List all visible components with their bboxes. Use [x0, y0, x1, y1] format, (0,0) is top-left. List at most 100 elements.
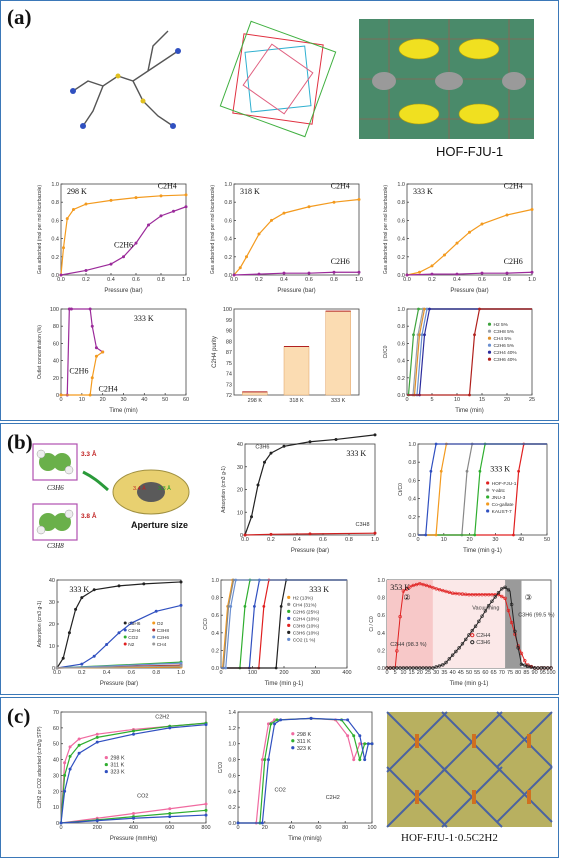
chart-a6: 0 5 10 15 20 25 0.0 0.2 0.4 0.6 0.8 1.0 Time (min) Ct… — [383, 307, 535, 414]
legend-marker — [291, 732, 295, 736]
data-point — [486, 603, 491, 608]
legend-marker — [104, 769, 108, 774]
data-point — [95, 740, 99, 744]
y-tick-label: 75 — [226, 361, 232, 367]
data-point — [512, 533, 515, 537]
data-point — [101, 350, 105, 354]
series-323 K — [60, 724, 207, 824]
data-point — [470, 592, 474, 597]
x-tick-label: 65 — [491, 670, 497, 676]
data-point — [542, 666, 547, 670]
legend-marker — [287, 602, 291, 606]
co2-label: CO2 — [137, 794, 148, 800]
x-tick-label: 40 — [450, 670, 456, 676]
y-tick-label: 0 — [52, 666, 55, 672]
data-point — [523, 658, 527, 663]
data-point — [506, 588, 511, 592]
y-tick-label: 0 — [56, 821, 59, 827]
chart-b5: 0 5 10 15 20 25 30 35 40 45 50 55 60 65 70 75 80 85 90 95 10… — [369, 578, 556, 687]
x-tick-label: 10 — [441, 537, 447, 543]
series-C2H6 — [233, 271, 359, 276]
co2-label: CO2 — [275, 787, 286, 793]
data-point — [168, 815, 172, 819]
y-axis-label: C/C0 — [203, 618, 209, 630]
data-point — [529, 665, 534, 669]
y-tick-label: 0.8 — [228, 758, 236, 764]
x-tick-label: 20 — [262, 825, 268, 831]
x-tick-label: 0 — [59, 825, 62, 831]
y-tick-label: 0.4 — [397, 359, 405, 365]
annotation: 333 K — [134, 314, 154, 323]
y-axis-label: Adsorption (cm3 g-1) — [37, 600, 43, 647]
x-tick-label: 60 — [315, 825, 321, 831]
legend-marker — [123, 621, 127, 625]
y-tick-label: 0.8 — [224, 200, 232, 206]
data-point — [95, 732, 99, 736]
y-tick-label: 40 — [53, 758, 59, 764]
y-tick-label: 1.0 — [224, 182, 232, 188]
data-point — [500, 594, 504, 599]
data-point — [483, 609, 488, 613]
data-point — [443, 253, 446, 257]
data-point — [179, 664, 183, 668]
data-point — [77, 743, 81, 747]
data-point — [204, 723, 208, 727]
data-point — [408, 666, 412, 670]
bar — [283, 346, 310, 396]
panel-b-label: (b) — [7, 430, 33, 454]
data-point — [434, 533, 438, 537]
series-311 K — [60, 722, 207, 824]
y-tick-label: 0.4 — [377, 631, 385, 637]
y-tick-label: 10 — [237, 510, 243, 516]
x-tick-label: 100 — [248, 670, 257, 676]
data-point — [142, 582, 146, 586]
y-tick-label: 20 — [237, 488, 243, 494]
x-tick-label: 300 — [311, 670, 320, 676]
step-label: ② — [403, 593, 410, 602]
y-tick-label: 0.6 — [51, 218, 59, 224]
data-point — [256, 483, 260, 487]
data-point — [464, 637, 468, 642]
data-point — [478, 307, 481, 311]
x-tick-label: 0.8 — [345, 537, 353, 543]
data-point — [63, 761, 67, 765]
legend-marker — [487, 336, 492, 340]
pore-structure-image — [359, 19, 534, 139]
dim-label-4: 3.3 Å — [158, 485, 171, 492]
data-point — [84, 202, 88, 206]
x-tick-label: 0.0 — [403, 277, 411, 283]
data-point — [430, 272, 434, 276]
data-point — [134, 241, 138, 245]
y-axis-label: Gas adsorbed (mol per mol bicarbazole) — [210, 185, 216, 275]
y-tick-label: 0.6 — [224, 218, 232, 224]
data-point — [59, 393, 63, 397]
y-axis-label: C/C0 — [218, 762, 224, 774]
x-axis-label: Pressure (bar) — [450, 288, 488, 294]
data-point — [63, 789, 67, 793]
legend-marker — [470, 640, 475, 645]
data-point — [405, 273, 409, 277]
data-point — [418, 581, 422, 586]
data-point — [59, 273, 63, 277]
legend-entry: CO2 — [128, 635, 138, 641]
data-point — [431, 585, 435, 590]
data-point — [132, 816, 135, 820]
structure-caption-c: HOF-FJU-1·0.5C2H2 — [401, 832, 498, 844]
data-point — [398, 614, 402, 619]
data-point — [450, 591, 455, 595]
chart-c2: 0 20 40 60 80 100 0.0 0.2 0.4 0.6 0.8 1.0 1.2 1.4 Time… — [218, 710, 377, 842]
data-point — [418, 333, 421, 337]
legend-marker — [291, 746, 295, 750]
y-tick-label: 20 — [53, 376, 59, 382]
y-tick-label: 72 — [226, 393, 232, 399]
panel-a: (a) — [0, 0, 559, 421]
legend-entry: C2H6 — [157, 635, 170, 641]
x-tick-label: 0 — [385, 670, 388, 676]
data-point — [262, 605, 266, 608]
x-tick-label: 0.8 — [152, 670, 160, 676]
x-tick-label: 600 — [165, 825, 174, 831]
x-axis-label: Pressure (bar) — [291, 548, 329, 554]
data-point — [147, 223, 150, 227]
series-C2H6 — [61, 308, 104, 396]
data-point — [457, 646, 461, 650]
